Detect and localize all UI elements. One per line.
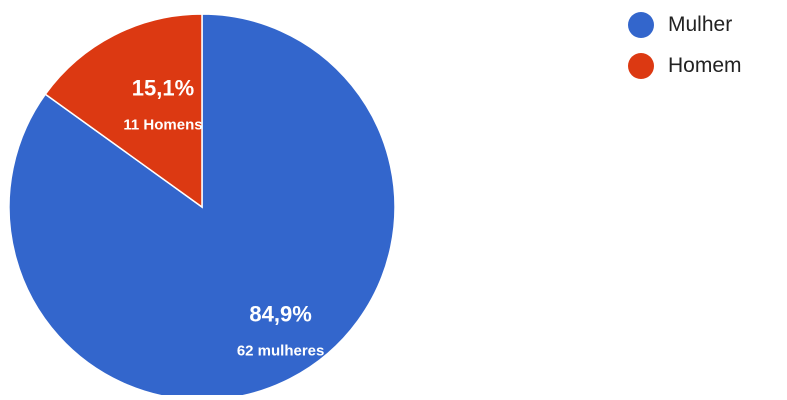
legend-swatch-homem	[628, 53, 654, 79]
slice-percent-label-homem: 15,1%	[132, 75, 194, 100]
pie-slice-homem[interactable]	[44, 13, 203, 209]
slice-count-label-homem: 11 Homens	[123, 116, 202, 133]
legend-label-mulher: Mulher	[668, 13, 733, 36]
legend-item-homem[interactable]: Homem	[628, 51, 742, 81]
pie-labels: 84,9% 62 mulheres 15,1% 11 Homens	[123, 75, 324, 359]
legend-item-mulher[interactable]: Mulher	[628, 10, 742, 40]
slice-percent-label-mulher: 84,9%	[249, 302, 311, 327]
slice-count-label-mulher: 62 mulheres	[237, 343, 325, 360]
legend-label-homem: Homem	[668, 54, 742, 77]
pie-slices	[8, 13, 396, 400]
legend: Mulher Homem	[628, 10, 742, 92]
legend-swatch-mulher	[628, 12, 654, 38]
